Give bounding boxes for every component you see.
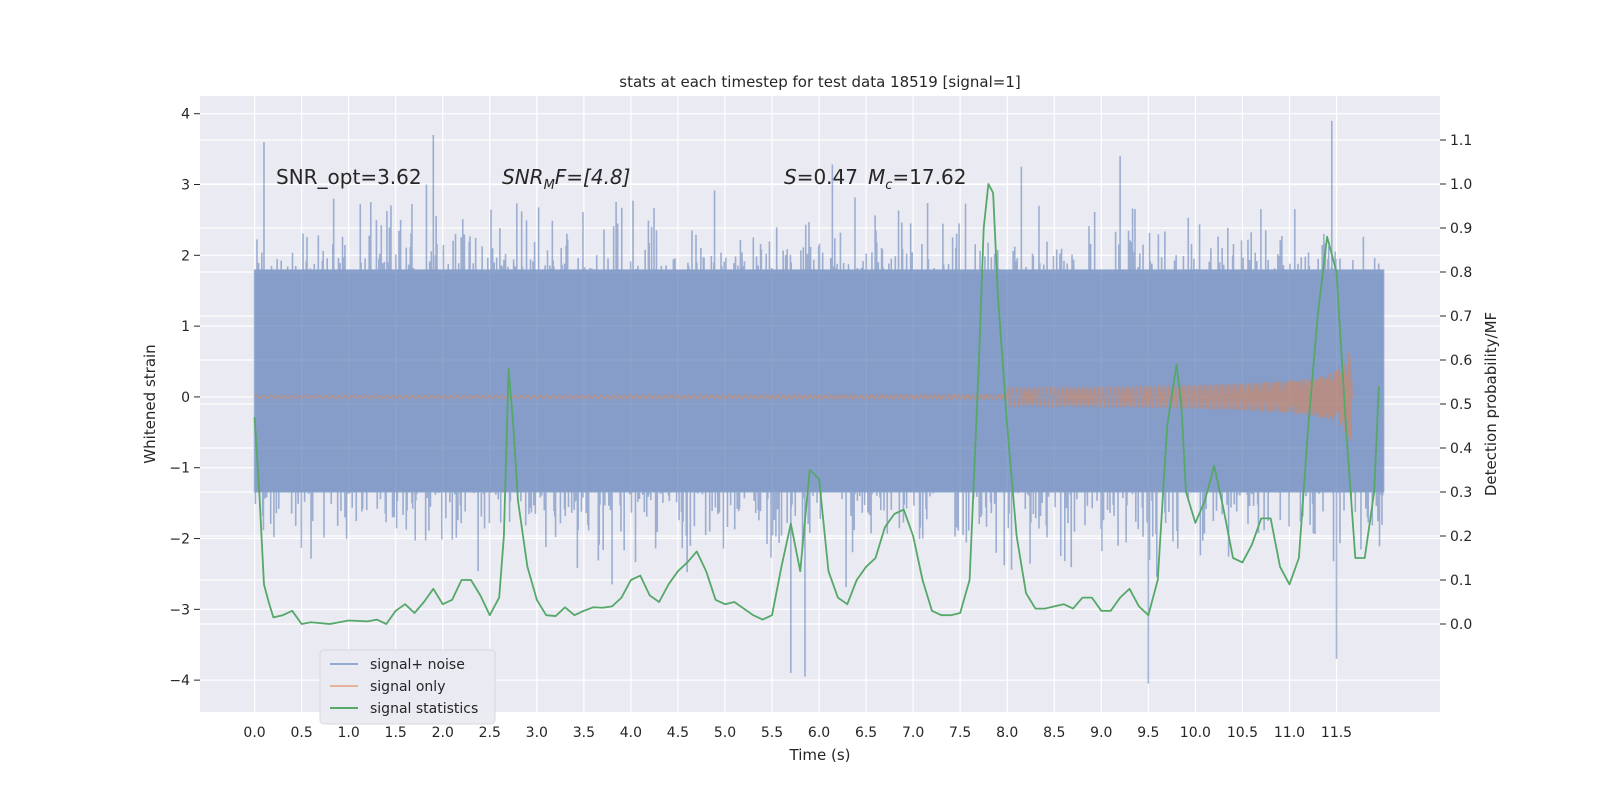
x-tick-label-10: 5.0 [714, 725, 736, 741]
x-axis-label: Time (s) [789, 746, 851, 764]
legend: signal+ noise signal only signal statist… [319, 649, 496, 725]
x-tick-label-23: 11.5 [1321, 725, 1352, 741]
x-tick-label-14: 7.0 [902, 725, 924, 741]
y-right-tick-label-11: 0.0 [1450, 617, 1472, 633]
x-tick-label-15: 7.5 [949, 725, 971, 741]
chart-title: stats at each timestep for test data 185… [619, 73, 1020, 91]
x-tick-label-12: 6.0 [808, 725, 830, 741]
x-tick-label-5: 2.5 [479, 725, 501, 741]
x-tick-label-2: 1.0 [338, 725, 360, 741]
y-axis-left-ticks: 4 3 2 1 0 −1 −2 −3 −4 [169, 107, 200, 689]
y-left-tick-label-3: 1 [181, 319, 190, 335]
x-tick-label-0: 0.0 [243, 725, 265, 741]
y-axis-right-label: Detection probability/MF [1482, 312, 1500, 496]
y-right-tick-label-2: 0.9 [1450, 221, 1472, 237]
legend-label-signal-only: signal only [370, 679, 445, 695]
annotation-mc-sub: c [885, 178, 892, 193]
x-tick-label-20: 10.0 [1180, 725, 1211, 741]
x-tick-label-6: 3.0 [526, 725, 548, 741]
annotation-snr-opt: SNR_opt=3.62 [276, 165, 422, 189]
x-tick-label-11: 5.5 [761, 725, 783, 741]
y-left-tick-label-7: −3 [169, 602, 190, 618]
annotation-s-main: S [784, 165, 797, 189]
y-right-tick-label-1: 1.0 [1450, 177, 1472, 193]
signal-statistics-line [253, 183, 1380, 625]
legend-box [319, 649, 496, 725]
annotation-snr-mf-main: SNR [502, 165, 544, 189]
y-right-tick-label-7: 0.4 [1450, 441, 1472, 457]
y-right-tick-label-6: 0.5 [1450, 397, 1472, 413]
annotation-mc-rest: =17.62 [892, 165, 966, 189]
y-left-tick-label-1: 3 [181, 178, 190, 194]
x-tick-label-9: 4.5 [667, 725, 689, 741]
x-tick-label-21: 10.5 [1227, 725, 1258, 741]
y-right-tick-label-3: 0.8 [1450, 265, 1472, 281]
y-axis-left-label: Whitened strain [141, 344, 159, 463]
annotation-s-mc: S=0.47 Mc=17.62 [784, 165, 966, 193]
y-right-tick-label-9: 0.2 [1450, 529, 1472, 545]
x-tick-label-22: 11.0 [1274, 725, 1305, 741]
annotation-snr-mf: SNRMF=[4.8] [502, 165, 630, 193]
y-left-tick-label-2: 2 [181, 248, 190, 264]
signal-only-trace [254, 352, 1353, 441]
series-signal-noise [253, 120, 1385, 684]
x-tick-label-17: 8.5 [1043, 725, 1065, 741]
y-right-tick-label-10: 0.1 [1450, 573, 1472, 589]
annotation-mc-main: M [868, 165, 885, 189]
annotation-snr-mf-rest: F=[4.8] [555, 165, 631, 189]
x-tick-label-16: 8.0 [996, 725, 1018, 741]
y-right-tick-label-4: 0.7 [1450, 309, 1472, 325]
x-tick-label-3: 1.5 [385, 725, 407, 741]
y-right-tick-label-0: 1.1 [1450, 133, 1472, 149]
signal-noise-core-band [254, 269, 1384, 493]
x-tick-label-4: 2.0 [432, 725, 454, 741]
y-axis-right-ticks: 1.1 1.0 0.9 0.8 0.7 0.6 0.5 0.4 0.3 0.2 0.1 0.0 [1440, 133, 1472, 633]
annotation-s-rest: =0.47 [797, 165, 858, 189]
y-left-tick-label-5: −1 [169, 461, 190, 477]
y-left-tick-label-4: 0 [181, 390, 190, 406]
y-right-tick-label-8: 0.3 [1450, 485, 1472, 501]
y-left-tick-label-8: −4 [169, 673, 190, 689]
x-tick-label-1: 0.5 [290, 725, 312, 741]
legend-label-signal-noise: signal+ noise [370, 657, 465, 673]
x-axis-ticks: 0.0 0.5 1.0 1.5 2.0 2.5 3.0 3.5 4.0 4.5 5.0 5.5 6.0 6… [243, 725, 1352, 741]
series-signal-statistics [253, 183, 1380, 625]
x-tick-label-8: 4.0 [620, 725, 642, 741]
annotation-snr-mf-sub: M [544, 178, 555, 193]
x-tick-label-19: 9.5 [1137, 725, 1159, 741]
y-left-tick-label-6: −2 [169, 532, 190, 548]
x-tick-label-13: 6.5 [855, 725, 877, 741]
series-signal-only [254, 352, 1353, 441]
x-tick-label-7: 3.5 [573, 725, 595, 741]
x-tick-label-18: 9.0 [1090, 725, 1112, 741]
y-left-tick-label-0: 4 [181, 107, 190, 123]
legend-label-signal-statistics: signal statistics [370, 701, 478, 717]
y-right-tick-label-5: 0.6 [1450, 353, 1472, 369]
